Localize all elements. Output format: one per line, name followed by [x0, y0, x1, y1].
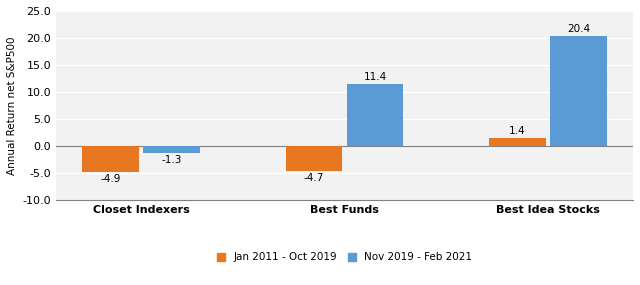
Bar: [143, 146, 200, 153]
Y-axis label: Annual Return net S&P500: Annual Return net S&P500: [7, 36, 17, 175]
Text: -4.9: -4.9: [100, 174, 121, 184]
Legend: Jan 2011 - Oct 2019, Nov 2019 - Feb 2021: Jan 2011 - Oct 2019, Nov 2019 - Feb 2021: [212, 248, 476, 266]
Text: -4.7: -4.7: [304, 173, 324, 183]
Bar: [82, 146, 139, 172]
Bar: [346, 84, 403, 146]
Bar: [550, 36, 607, 146]
Bar: [285, 146, 342, 171]
Text: 11.4: 11.4: [364, 72, 387, 82]
Text: -1.3: -1.3: [161, 155, 182, 165]
Bar: [489, 138, 546, 146]
Text: 20.4: 20.4: [567, 24, 590, 34]
Text: 1.4: 1.4: [509, 127, 525, 137]
